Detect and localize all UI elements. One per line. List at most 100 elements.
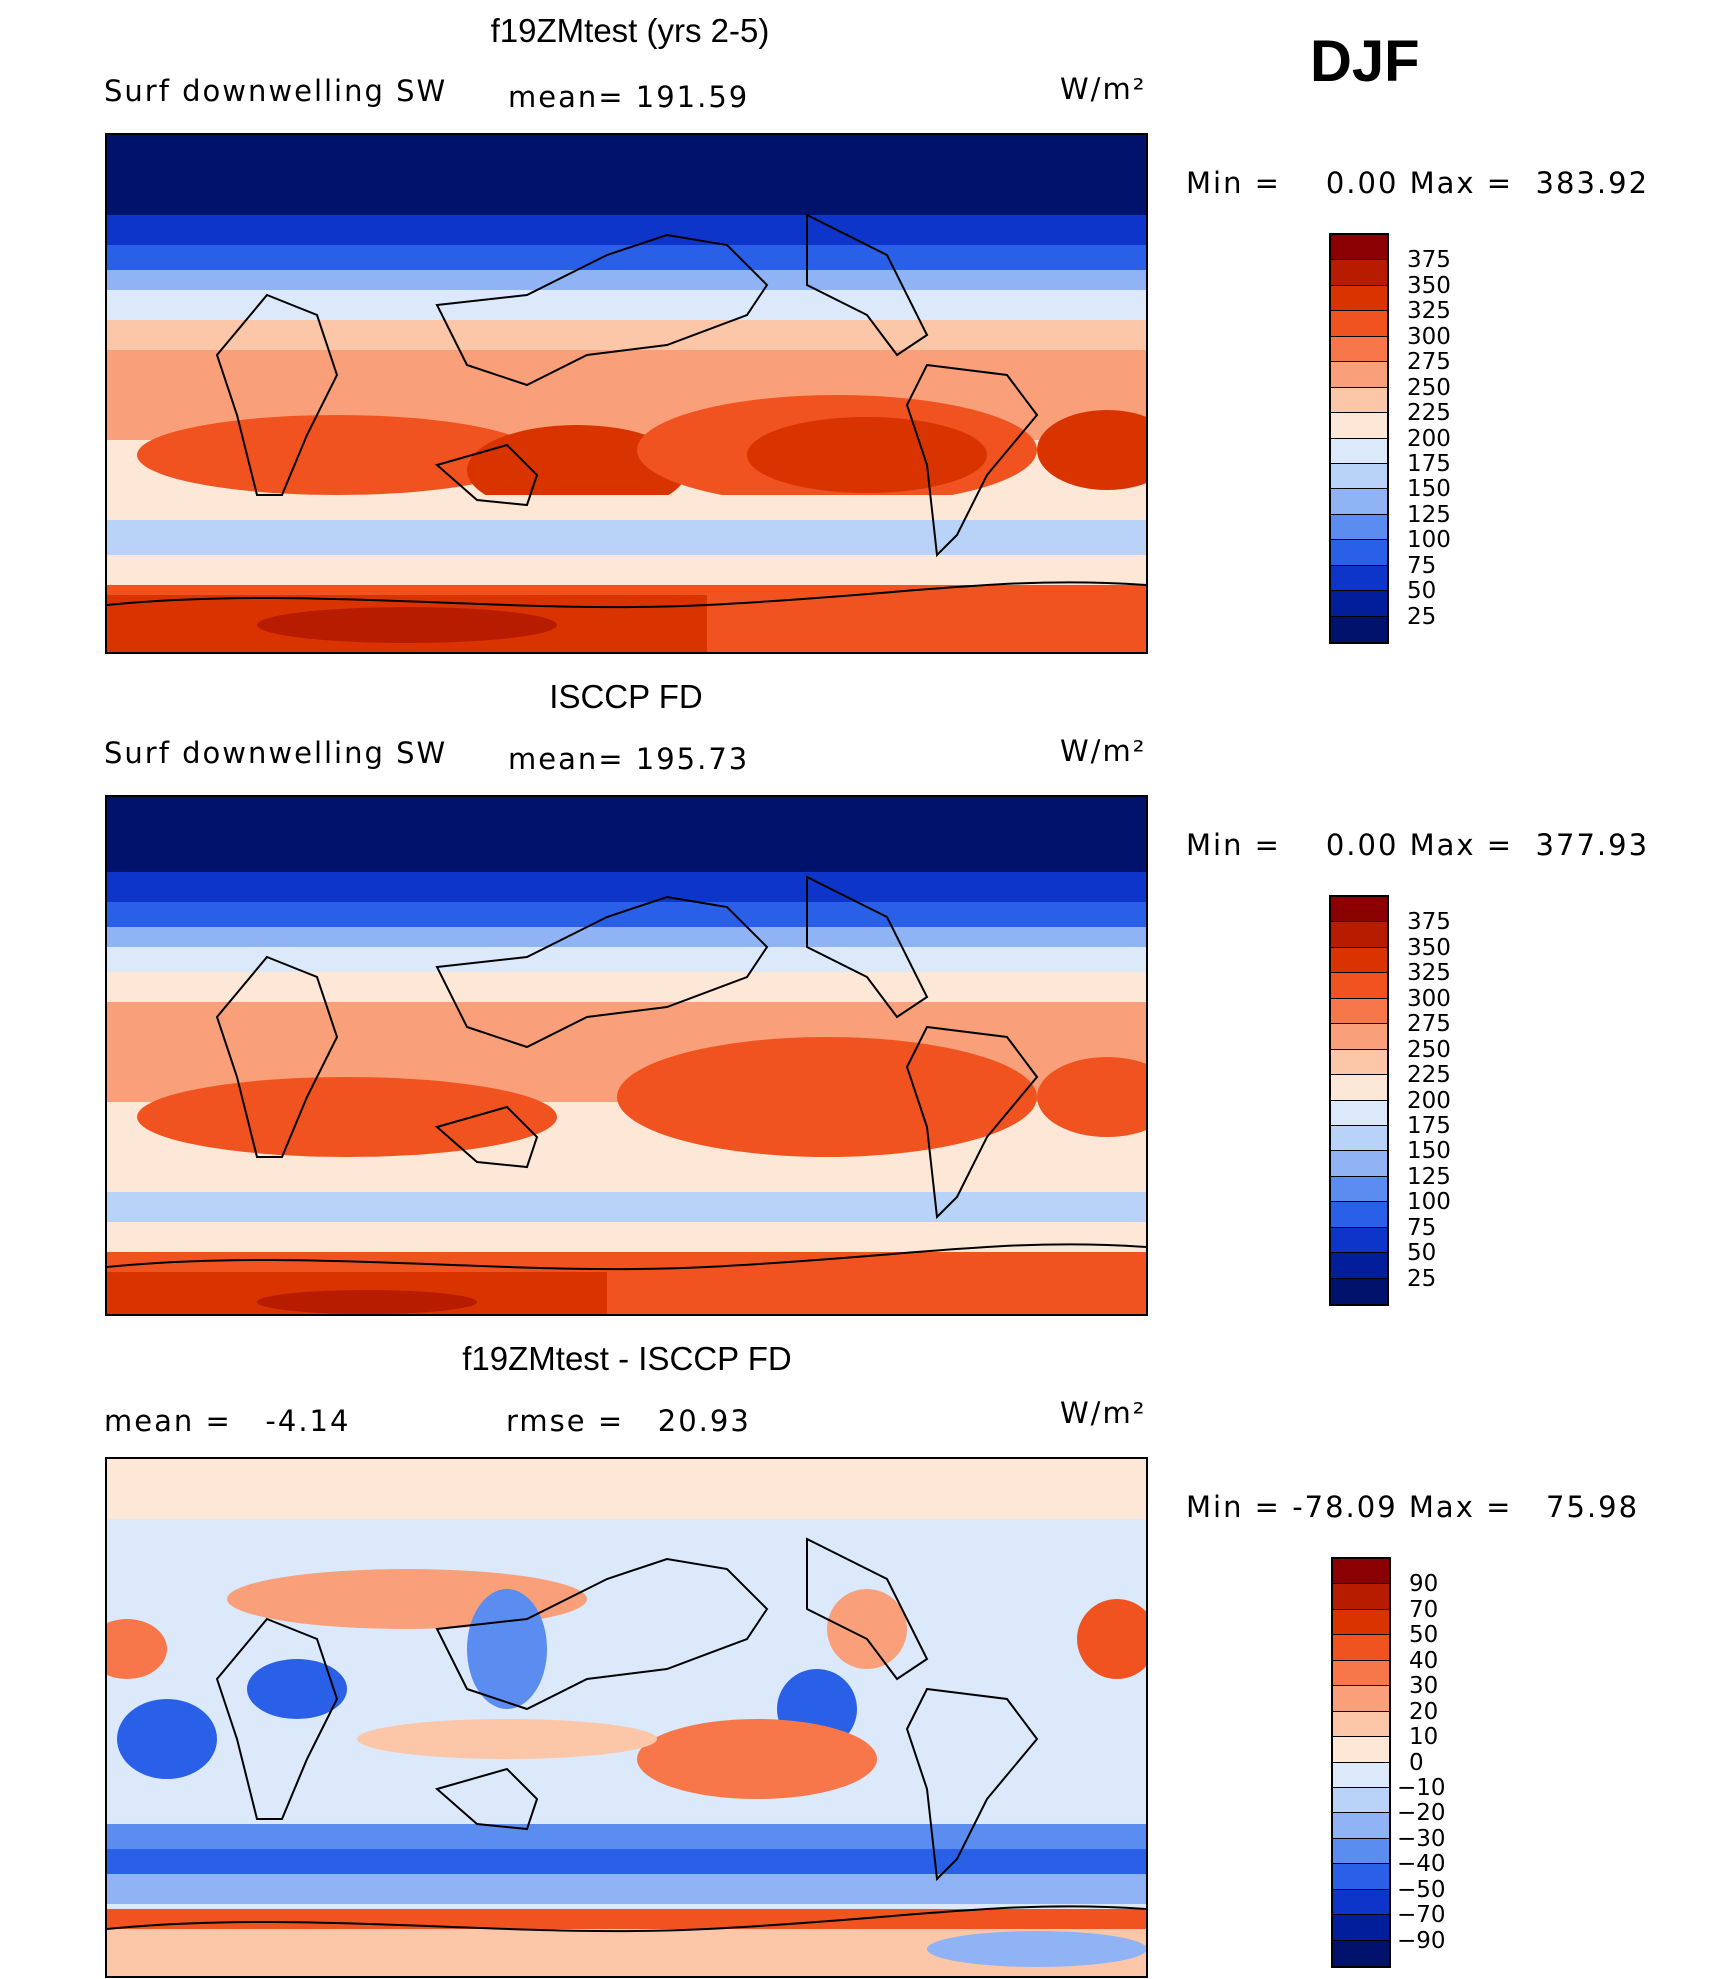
colorbar-tick-label: 225: [1407, 1062, 1451, 1089]
colorbar-swatch: [1331, 285, 1387, 312]
colorbar-swatch: [1331, 1049, 1387, 1076]
panel-1-colorbar: [1329, 233, 1389, 644]
panel-1-map: [105, 133, 1148, 654]
panel-3-colorbar: [1331, 1557, 1391, 1968]
colorbar-tick-label: 125: [1407, 501, 1451, 528]
panel-2-map: [105, 795, 1148, 1316]
colorbar-swatch: [1333, 1762, 1389, 1788]
colorbar-tick-label: 325: [1407, 960, 1451, 987]
colorbar-swatch: [1331, 387, 1387, 414]
colorbar-tick-label: 75: [1407, 1214, 1437, 1241]
colorbar-swatch: [1331, 514, 1387, 541]
panel-2-units: W/m²: [1060, 734, 1147, 768]
colorbar-tick-label: 125: [1407, 1163, 1451, 1190]
colorbar-tick-label: 90: [1409, 1571, 1439, 1598]
colorbar-swatch: [1331, 616, 1387, 642]
colorbar-swatch: [1333, 1559, 1389, 1585]
panel-2-mean-label: mean= 195.73: [508, 742, 750, 776]
panel-2-title: ISCCP FD: [549, 678, 703, 715]
colorbar-tick-label: 225: [1407, 400, 1451, 427]
colorbar-tick-label: 70: [1409, 1596, 1439, 1623]
panel-1-mean-label: mean= 191.59: [508, 80, 750, 114]
colorbar-swatch: [1331, 260, 1387, 286]
colorbar-tick-label: −50: [1397, 1876, 1446, 1903]
colorbar-swatch: [1331, 565, 1387, 592]
colorbar-tick-label: 150: [1407, 476, 1451, 503]
colorbar-tick-label: 200: [1407, 425, 1451, 452]
colorbar-swatch: [1331, 1227, 1387, 1254]
colorbar-swatch: [1331, 973, 1387, 999]
colorbar-swatch: [1331, 1278, 1387, 1304]
colorbar-swatch: [1331, 413, 1387, 439]
colorbar-swatch: [1333, 1915, 1389, 1941]
panel-3-title: f19ZMtest - ISCCP FD: [462, 1340, 792, 1377]
colorbar-swatch: [1331, 1202, 1387, 1228]
panel-3-map-field: [107, 1459, 1146, 1976]
colorbar-tick-label: 100: [1407, 527, 1451, 554]
colorbar-tick-label: −70: [1397, 1902, 1446, 1929]
colorbar-tick-label: −20: [1397, 1800, 1446, 1827]
colorbar-tick-label: 50: [1407, 1240, 1437, 1267]
colorbar-swatch: [1331, 1151, 1387, 1177]
panel-3-rmse-label: rmse = 20.93: [506, 1404, 751, 1438]
colorbar-tick-label: 100: [1407, 1189, 1451, 1216]
panel-3-minmax: Min = -78.09 Max = 75.98: [1186, 1490, 1640, 1524]
colorbar-swatch: [1331, 311, 1387, 337]
colorbar-tick-label: 325: [1407, 298, 1451, 325]
colorbar-swatch: [1331, 1024, 1387, 1050]
colorbar-tick-label: 375: [1407, 247, 1451, 274]
colorbar-swatch: [1331, 947, 1387, 974]
colorbar-swatch: [1331, 1100, 1387, 1126]
colorbar-swatch: [1333, 1609, 1389, 1636]
panel-2-map-field: [107, 797, 1146, 1314]
colorbar-swatch: [1331, 336, 1387, 363]
colorbar-tick-label: −30: [1397, 1825, 1446, 1852]
colorbar-tick-label: −90: [1397, 1927, 1446, 1954]
colorbar-swatch: [1333, 1635, 1389, 1661]
colorbar-swatch: [1333, 1737, 1389, 1763]
colorbar-tick-label: 350: [1407, 272, 1451, 299]
colorbar-tick-label: 20: [1409, 1698, 1439, 1725]
colorbar-swatch: [1333, 1711, 1389, 1738]
colorbar-swatch: [1331, 1253, 1387, 1279]
colorbar-swatch: [1331, 922, 1387, 948]
colorbar-tick-label: 150: [1407, 1138, 1451, 1165]
colorbar-swatch: [1331, 540, 1387, 566]
colorbar-swatch: [1331, 489, 1387, 515]
colorbar-swatch: [1331, 591, 1387, 617]
colorbar-tick-label: 175: [1407, 1112, 1451, 1139]
colorbar-swatch: [1333, 1660, 1389, 1687]
colorbar-swatch: [1331, 1176, 1387, 1203]
colorbar-tick-label: 40: [1409, 1647, 1439, 1674]
colorbar-tick-label: −40: [1397, 1851, 1446, 1878]
panel-2-variable-label: Surf downwelling SW: [104, 736, 448, 770]
colorbar-tick-label: 300: [1407, 985, 1451, 1012]
colorbar-swatch: [1333, 1940, 1389, 1966]
colorbar-swatch: [1331, 998, 1387, 1025]
panel-3-mean-label: mean = -4.14: [104, 1404, 351, 1438]
colorbar-swatch: [1331, 235, 1387, 261]
colorbar-swatch: [1333, 1838, 1389, 1865]
colorbar-tick-label: 10: [1409, 1724, 1439, 1751]
panel-1-variable-label: Surf downwelling SW: [104, 74, 448, 108]
colorbar-swatch: [1333, 1584, 1389, 1610]
colorbar-swatch: [1333, 1813, 1389, 1839]
colorbar-swatch: [1331, 438, 1387, 464]
colorbar-swatch: [1333, 1686, 1389, 1712]
colorbar-swatch: [1333, 1787, 1389, 1814]
colorbar-tick-label: 275: [1407, 1011, 1451, 1038]
panel-3-map: [105, 1457, 1148, 1978]
colorbar-tick-label: 200: [1407, 1087, 1451, 1114]
panel-1-units: W/m²: [1060, 72, 1147, 106]
colorbar-swatch: [1331, 1125, 1387, 1152]
panel-3-units: W/m²: [1060, 1396, 1147, 1430]
colorbar-tick-label: 275: [1407, 349, 1451, 376]
colorbar-tick-label: 25: [1407, 603, 1437, 630]
colorbar-swatch: [1333, 1889, 1389, 1916]
colorbar-tick-label: 175: [1407, 450, 1451, 477]
colorbar-tick-label: −10: [1397, 1774, 1446, 1801]
colorbar-tick-label: 300: [1407, 323, 1451, 350]
colorbar-swatch: [1331, 463, 1387, 490]
colorbar-tick-label: 250: [1407, 374, 1451, 401]
colorbar-tick-label: 50: [1407, 578, 1437, 605]
